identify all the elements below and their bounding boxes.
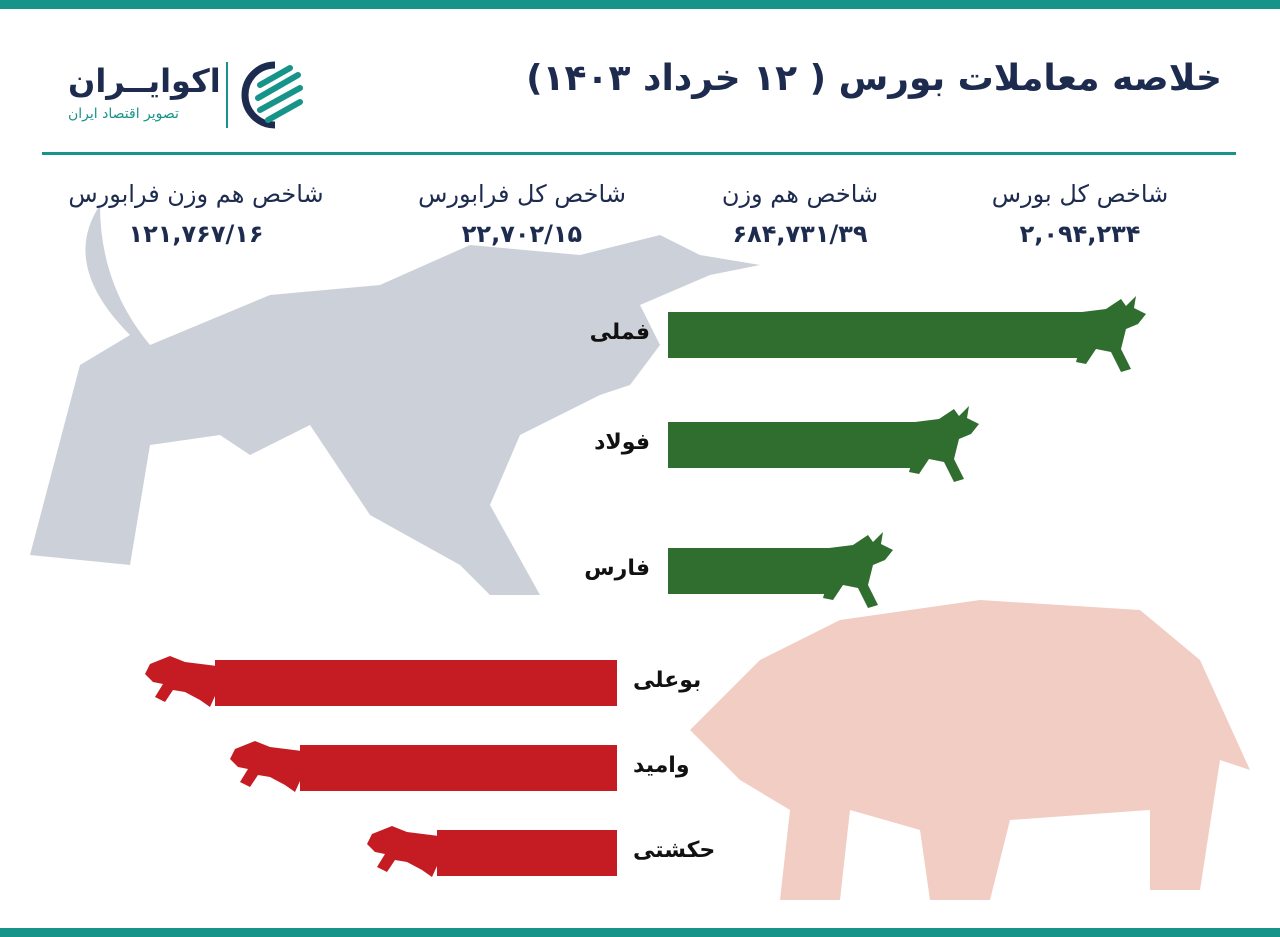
bar-up-3 [668, 548, 833, 594]
index-label: شاخص هم وزن [721, 180, 879, 208]
index-equal-weight: شاخص هم وزن ۶۸۴,۷۳۱/۳۹ [650, 180, 950, 248]
bear-icon [145, 652, 225, 716]
index-label: شاخص کل فرابورس [418, 180, 626, 208]
bar-label: بوعلی [633, 668, 702, 693]
index-value: ۲,۰۹۴,۲۳۴ [1019, 220, 1141, 248]
logo: اکوایــران تصویر اقتصاد ایران [62, 60, 312, 132]
logo-mark-icon [241, 61, 303, 129]
bar-label: وامید [633, 753, 690, 778]
bull-icon [898, 404, 979, 488]
bar-label: فولاد [594, 430, 650, 455]
index-label: شاخص کل بورس [991, 180, 1169, 208]
index-farabourse-equal-weight: شاخص هم وزن فرابورس ۱۲۱,۷۶۷/۱۶ [46, 180, 346, 248]
bear-icon [229, 737, 310, 801]
bar-label: فارس [584, 556, 650, 581]
bar-down-2 [299, 745, 617, 791]
logo-name: اکوایــران [68, 62, 221, 100]
logo-divider [226, 62, 228, 128]
index-value: ۶۸۴,۷۳۱/۳۹ [732, 220, 868, 248]
bear-icon [366, 822, 447, 886]
logo-tagline: تصویر اقتصاد ایران [68, 106, 179, 122]
index-label: شاخص هم وزن فرابورس [68, 180, 324, 208]
bar-up-1 [668, 312, 1086, 358]
index-total: شاخص کل بورس ۲,۰۹۴,۲۳۴ [930, 180, 1230, 248]
bottom-accent-bar [0, 928, 1280, 937]
bull-icon [812, 530, 893, 614]
index-value: ۱۲۱,۷۶۷/۱۶ [128, 220, 264, 248]
top-accent-bar [0, 0, 1280, 9]
header-divider [42, 152, 1236, 155]
bull-icon [1066, 294, 1146, 378]
index-value: ۲۲,۷۰۲/۱۵ [461, 220, 583, 248]
bear-background-icon [690, 600, 1250, 900]
bull-background-icon [30, 205, 760, 595]
bar-up-2 [668, 422, 919, 468]
bar-label: فملی [589, 320, 650, 345]
page-title: خلاصه معاملات بورس ( ۱۲ خرداد ۱۴۰۳) [526, 58, 1222, 99]
bar-down-3 [436, 830, 617, 876]
bar-label: حکشتی [633, 838, 716, 863]
bar-down-1 [215, 660, 617, 706]
index-farabourse-total: شاخص کل فرابورس ۲۲,۷۰۲/۱۵ [372, 180, 672, 248]
